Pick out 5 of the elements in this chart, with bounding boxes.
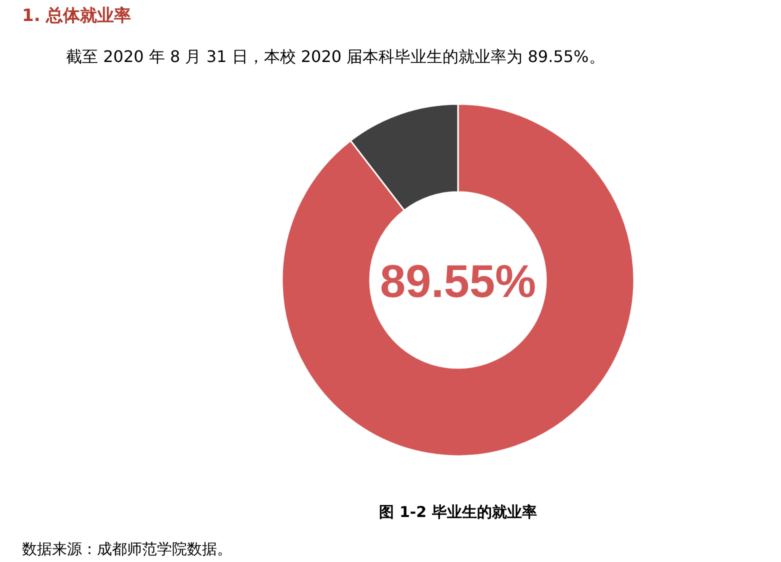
source-note: 数据来源：成都师范学院数据。	[22, 540, 232, 558]
caption: 图 1-2 毕业生的就业率	[379, 503, 537, 521]
chart-subtitle: 截至 2020 年 8 月 31 日，本校 2020 届本科毕业生的就业率为 89.55%。	[66, 47, 605, 66]
data-label: 89.55%	[380, 255, 536, 307]
text: 1. 总体就业率	[22, 6, 132, 26]
